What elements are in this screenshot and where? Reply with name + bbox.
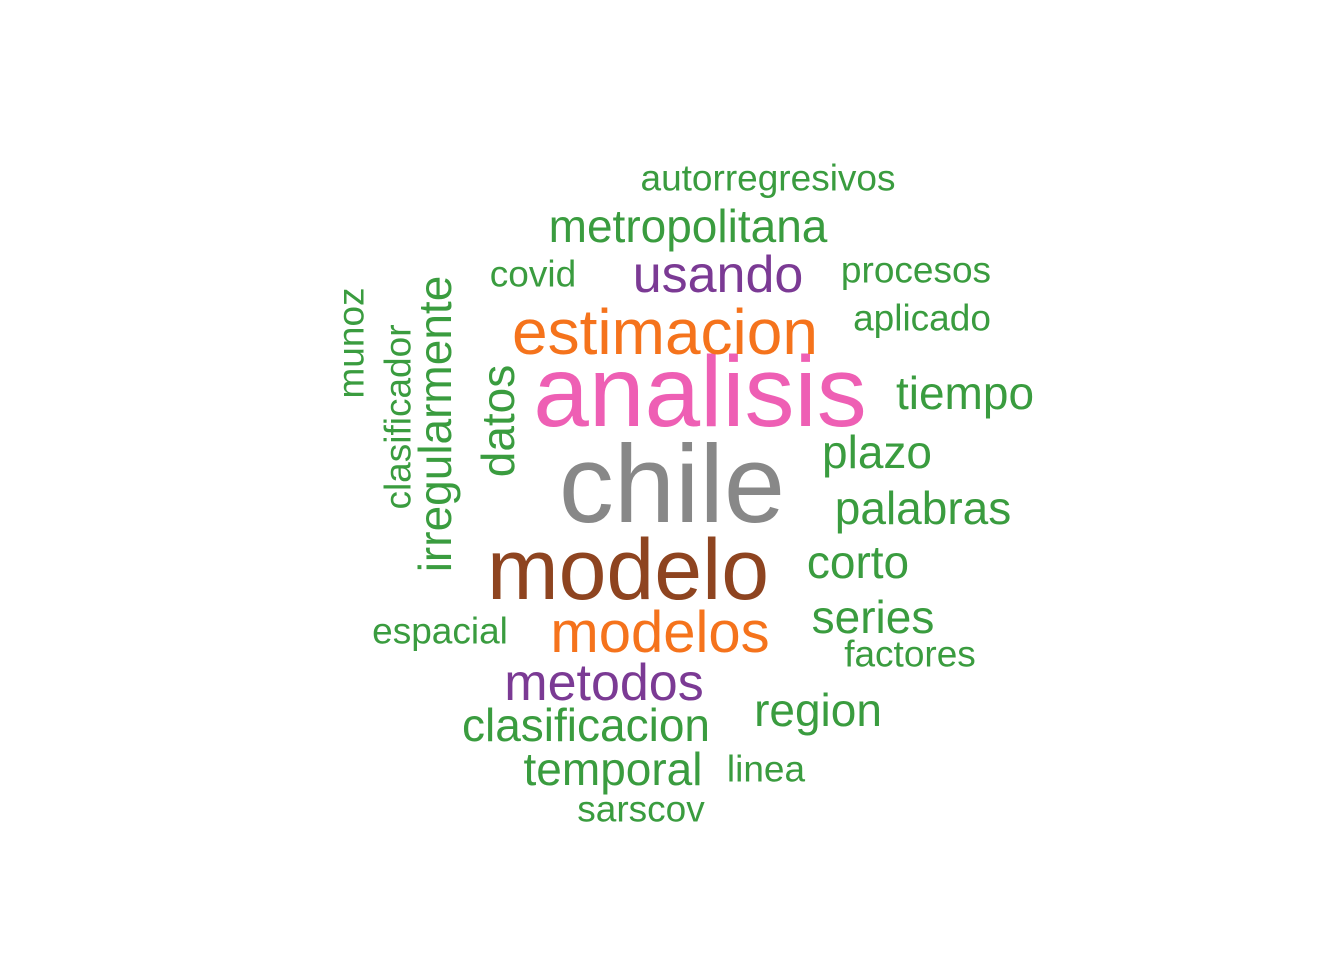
word-plazo: plazo (822, 426, 932, 478)
word-analisis: analisis (533, 336, 867, 448)
word-sarscov: sarscov (577, 788, 705, 830)
word-tiempo: tiempo (895, 367, 1035, 419)
word-estimacion: estimacion (512, 296, 818, 368)
word-temporal: temporal (523, 743, 703, 795)
word-clasificador: clasificador (377, 324, 419, 510)
word-chile: chile (558, 423, 786, 546)
word-autorregresivos: autorregresivos (640, 157, 896, 199)
word-covid: covid (489, 253, 577, 295)
word-factores: factores (844, 633, 976, 675)
word-espacial: espacial (372, 610, 508, 652)
word-metropolitana: metropolitana (548, 200, 828, 252)
word-modelo: modelo (486, 522, 770, 618)
word-usando: usando (632, 246, 804, 304)
word-clasificacion: clasificacion (462, 699, 710, 751)
word-palabras: palabras (834, 482, 1012, 534)
word-corto: corto (806, 536, 910, 588)
word-linea: linea (726, 748, 806, 790)
word-metodos: metodos (504, 654, 704, 712)
word-datos: datos (472, 364, 524, 478)
word-procesos: procesos (840, 249, 992, 291)
word-modelos: modelos (550, 600, 770, 665)
word-irregularmente: irregularmente (409, 275, 461, 573)
word-aplicado: aplicado (853, 297, 991, 339)
word-region: region (754, 684, 882, 736)
word-munoz: munoz (330, 287, 372, 399)
word-series: series (811, 591, 935, 643)
